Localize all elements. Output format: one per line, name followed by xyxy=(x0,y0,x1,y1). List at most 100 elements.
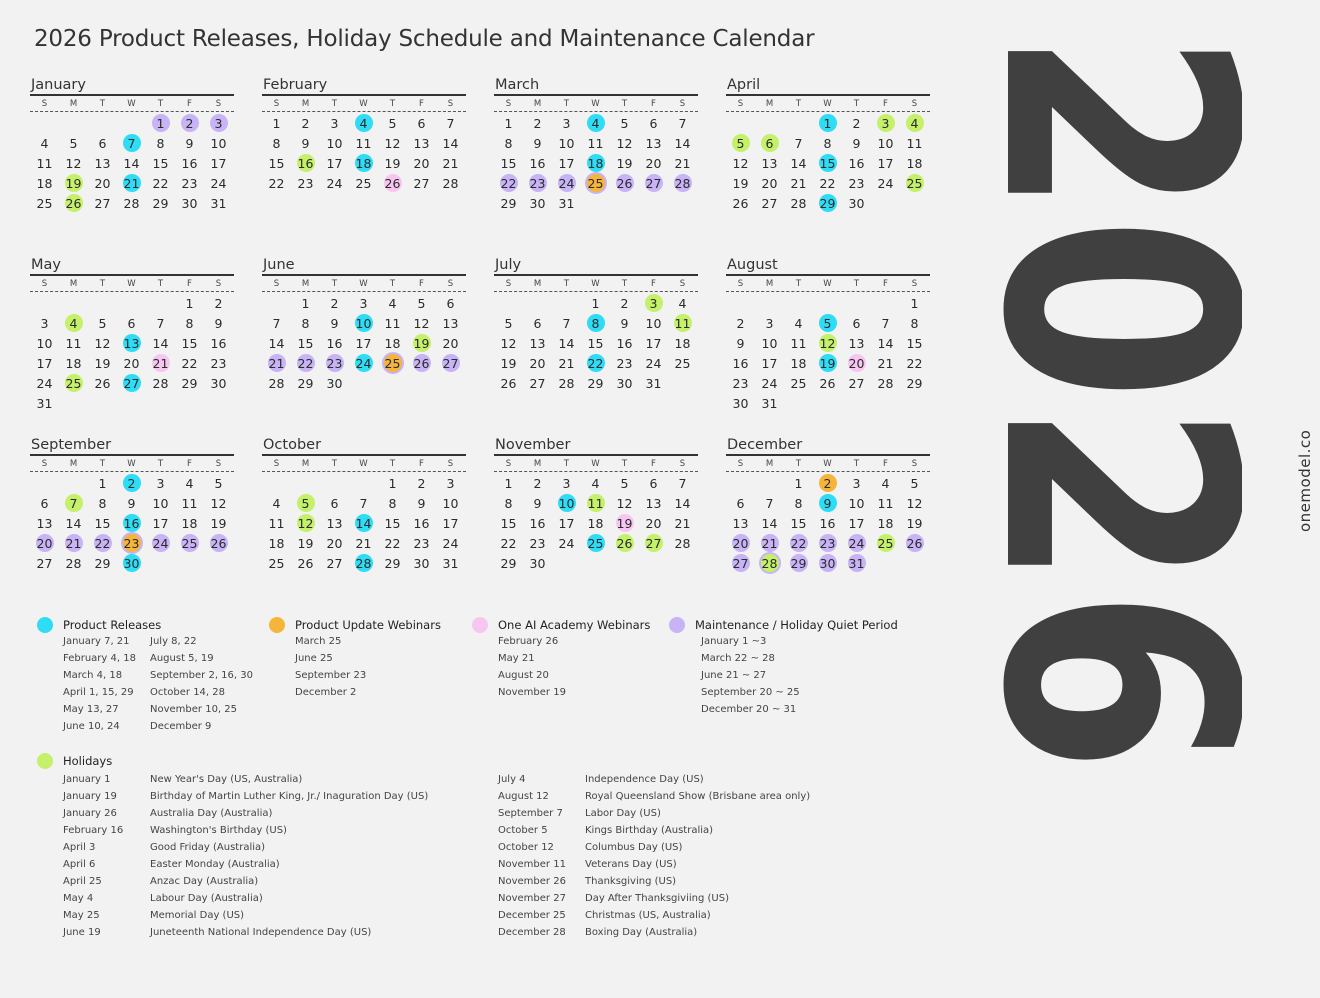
day-number: 20 xyxy=(529,355,546,371)
day-number: 6 xyxy=(98,135,107,151)
day-cell: 3 xyxy=(842,473,871,493)
weekday-label: S xyxy=(447,459,454,469)
day-cell: 10 xyxy=(552,493,581,513)
holiday-row: May 4 Labour Day (Australia) xyxy=(63,890,428,907)
day-number: 8 xyxy=(388,495,397,511)
release-marker xyxy=(354,354,373,372)
holiday-date: February 16 xyxy=(63,825,124,836)
day-number: 24 xyxy=(848,535,865,551)
weekday-label: F xyxy=(883,459,888,469)
day-number: 6 xyxy=(127,315,136,331)
day-cell: 7 xyxy=(262,313,291,333)
day-cell: 22 xyxy=(88,533,117,553)
day-number: 29 xyxy=(500,555,517,571)
maintenance-marker xyxy=(789,554,808,572)
holiday-date: September 7 xyxy=(498,808,563,819)
webinar-dot-icon xyxy=(269,617,285,633)
holiday-date: November 27 xyxy=(498,893,566,904)
day-number: 20 xyxy=(94,175,111,191)
weekday-label: F xyxy=(883,279,888,289)
day-number: 27 xyxy=(36,555,53,571)
holiday-date: January 26 xyxy=(63,808,117,819)
day-cell: 4 xyxy=(30,133,59,153)
weekday-label: S xyxy=(41,459,48,469)
day-cell: 26 xyxy=(291,553,320,573)
legend-product-webinars: Product Update Webinars March 25 June 25 S… xyxy=(269,617,441,701)
day-cell: 13 xyxy=(117,333,146,353)
legend-title: One AI Academy Webinars xyxy=(498,618,651,632)
day-cell: 20 xyxy=(117,353,146,373)
release-marker xyxy=(122,134,141,152)
day-cell: 29 xyxy=(494,193,523,213)
legend-maintenance: Maintenance / Holiday Quiet Period Janua… xyxy=(669,617,898,718)
legend-item: October 14, 28 xyxy=(150,687,226,698)
holiday-name: Labor Day (US) xyxy=(585,808,661,819)
day-number: 2 xyxy=(620,295,629,311)
day-number: 30 xyxy=(529,195,546,211)
day-cell: 6 xyxy=(842,313,871,333)
day-cell: 16 xyxy=(117,513,146,533)
day-cell: 13 xyxy=(842,333,871,353)
day-cell: 9 xyxy=(291,133,320,153)
holiday-marker xyxy=(615,534,634,552)
day-number: 8 xyxy=(156,135,165,151)
webinar-marker xyxy=(586,174,605,192)
day-number: 15 xyxy=(181,335,198,351)
holiday-marker xyxy=(876,534,895,552)
blank-cell xyxy=(117,293,146,313)
day-cell: 27 xyxy=(117,373,146,393)
holiday-name: Independence Day (US) xyxy=(585,774,704,785)
day-number: 9 xyxy=(736,335,745,351)
day-number: 16 xyxy=(848,155,865,171)
month-name: January xyxy=(30,76,234,96)
day-cell: 3 xyxy=(349,293,378,313)
day-cell: 30 xyxy=(842,193,871,213)
day-cell: 23 xyxy=(813,533,842,553)
day-number: 7 xyxy=(765,495,774,511)
day-cell: 28 xyxy=(871,373,900,393)
day-cell: 27 xyxy=(639,173,668,193)
holiday-marker xyxy=(586,494,605,512)
day-cell: 20 xyxy=(30,533,59,553)
day-cell: 17 xyxy=(871,153,900,173)
day-cell: 28 xyxy=(668,173,697,193)
day-number: 28 xyxy=(268,375,285,391)
day-number: 28 xyxy=(877,375,894,391)
day-cell: 25 xyxy=(349,173,378,193)
day-cell: 19 xyxy=(378,153,407,173)
year-graphic: 2026 xyxy=(980,30,1242,774)
day-number: 22 xyxy=(790,535,807,551)
day-number: 13 xyxy=(326,515,343,531)
day-cell: 8 xyxy=(494,493,523,513)
day-cell: 30 xyxy=(726,393,755,413)
day-cell: 16 xyxy=(407,513,436,533)
holidays-list-right: July 4 Independence Day (US) August 12 Roya… xyxy=(498,771,810,941)
day-number: 8 xyxy=(185,315,194,331)
day-number: 17 xyxy=(761,355,778,371)
day-cell: 24 xyxy=(755,373,784,393)
holiday-row: August 12 Royal Queensland Show (Brisbane… xyxy=(498,788,810,805)
holiday-name: New Year's Day (US, Australia) xyxy=(150,774,303,785)
day-number: 16 xyxy=(326,335,343,351)
day-cell: 20 xyxy=(88,173,117,193)
day-number: 6 xyxy=(417,115,426,131)
day-cell: 28 xyxy=(552,373,581,393)
day-number: 25 xyxy=(36,195,53,211)
day-cell: 28 xyxy=(784,193,813,213)
day-cell: 14 xyxy=(668,493,697,513)
blank-cell xyxy=(30,473,59,493)
day-cell: 23 xyxy=(523,533,552,553)
day-cell: 21 xyxy=(349,533,378,553)
day-number: 30 xyxy=(326,375,343,391)
day-number: 27 xyxy=(529,375,546,391)
holiday-row: April 6 Easter Monday (Australia) xyxy=(63,856,428,873)
day-number: 19 xyxy=(94,355,111,371)
day-cell: 11 xyxy=(349,133,378,153)
holiday-row: January 26 Australia Day (Australia) xyxy=(63,805,428,822)
day-cell: 3 xyxy=(755,313,784,333)
day-number: 20 xyxy=(442,335,459,351)
legend-item: January 1 ~3 xyxy=(701,636,767,647)
weekday-label: F xyxy=(883,99,888,109)
